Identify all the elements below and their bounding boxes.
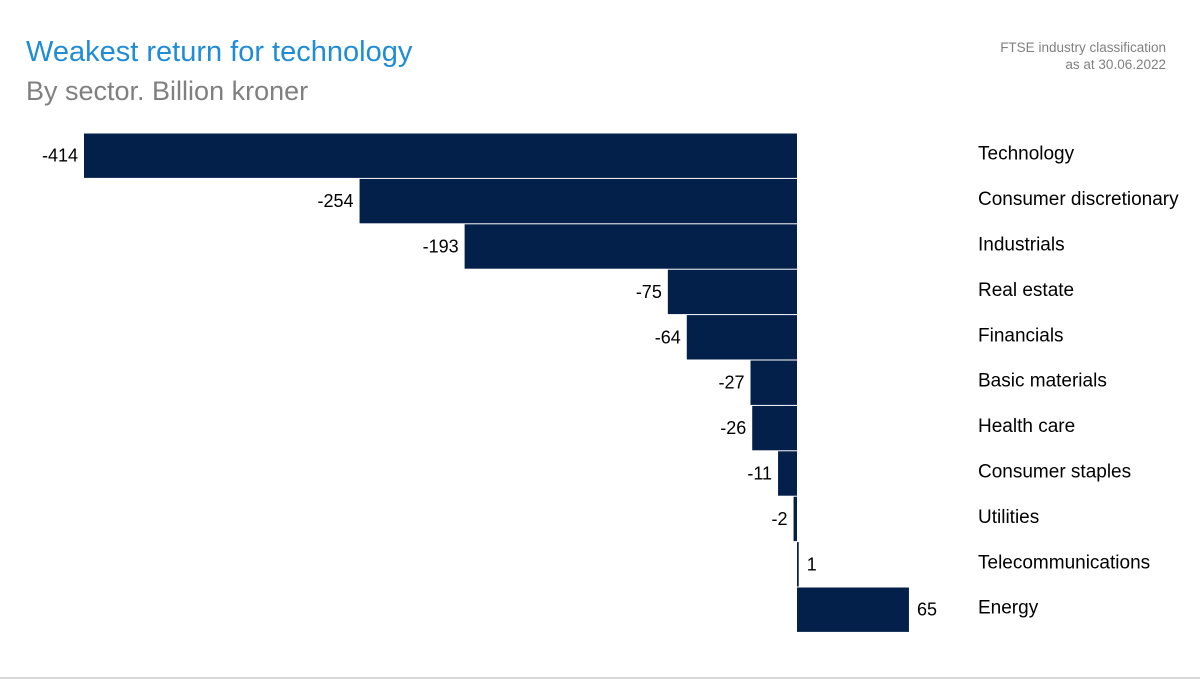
category-label: Technology bbox=[978, 144, 1075, 165]
category-label: Energy bbox=[978, 598, 1039, 619]
data-label: 65 bbox=[917, 600, 937, 620]
source-note-line2: as at 30.06.2022 bbox=[1065, 57, 1166, 72]
bar-consumer-staples bbox=[778, 451, 797, 496]
data-label: -193 bbox=[423, 237, 459, 257]
category-label: Industrials bbox=[978, 235, 1065, 256]
data-label: -26 bbox=[720, 418, 746, 438]
data-label: -254 bbox=[318, 191, 354, 211]
category-label: Basic materials bbox=[978, 371, 1107, 392]
data-label: -11 bbox=[747, 464, 772, 484]
source-note-line1: FTSE industry classification bbox=[1000, 40, 1166, 55]
bar-utilities bbox=[793, 496, 797, 542]
data-label: 1 bbox=[807, 554, 817, 574]
data-label: -75 bbox=[636, 282, 662, 302]
category-label: Real estate bbox=[978, 280, 1074, 301]
category-label: Consumer staples bbox=[978, 462, 1131, 483]
data-label: -64 bbox=[655, 327, 681, 347]
chart-title: Weakest return for technology bbox=[26, 36, 413, 68]
bar-consumer-discretionary bbox=[359, 178, 797, 224]
data-label: -27 bbox=[718, 373, 744, 393]
bar-real-estate bbox=[667, 269, 797, 315]
category-label: Health care bbox=[978, 416, 1075, 437]
bottom-divider bbox=[0, 677, 1200, 679]
bar-technology bbox=[84, 133, 797, 178]
category-label: Consumer discretionary bbox=[978, 189, 1179, 210]
data-label: -414 bbox=[42, 146, 78, 166]
chart-subtitle: By sector. Billion kroner bbox=[26, 76, 309, 106]
category-label: Telecommunications bbox=[978, 552, 1150, 573]
source-note: FTSE industry classification as at 30.06… bbox=[1000, 39, 1166, 73]
bar-financials bbox=[686, 315, 797, 360]
category-label: Financials bbox=[978, 325, 1064, 346]
bar-health-care bbox=[752, 405, 797, 451]
data-label: -2 bbox=[772, 509, 788, 529]
category-label: Utilities bbox=[978, 507, 1039, 528]
bar-telecommunications bbox=[797, 542, 799, 587]
bar-industrials bbox=[464, 224, 797, 269]
bar-energy bbox=[797, 587, 909, 632]
bar-basic-materials bbox=[750, 360, 797, 405]
